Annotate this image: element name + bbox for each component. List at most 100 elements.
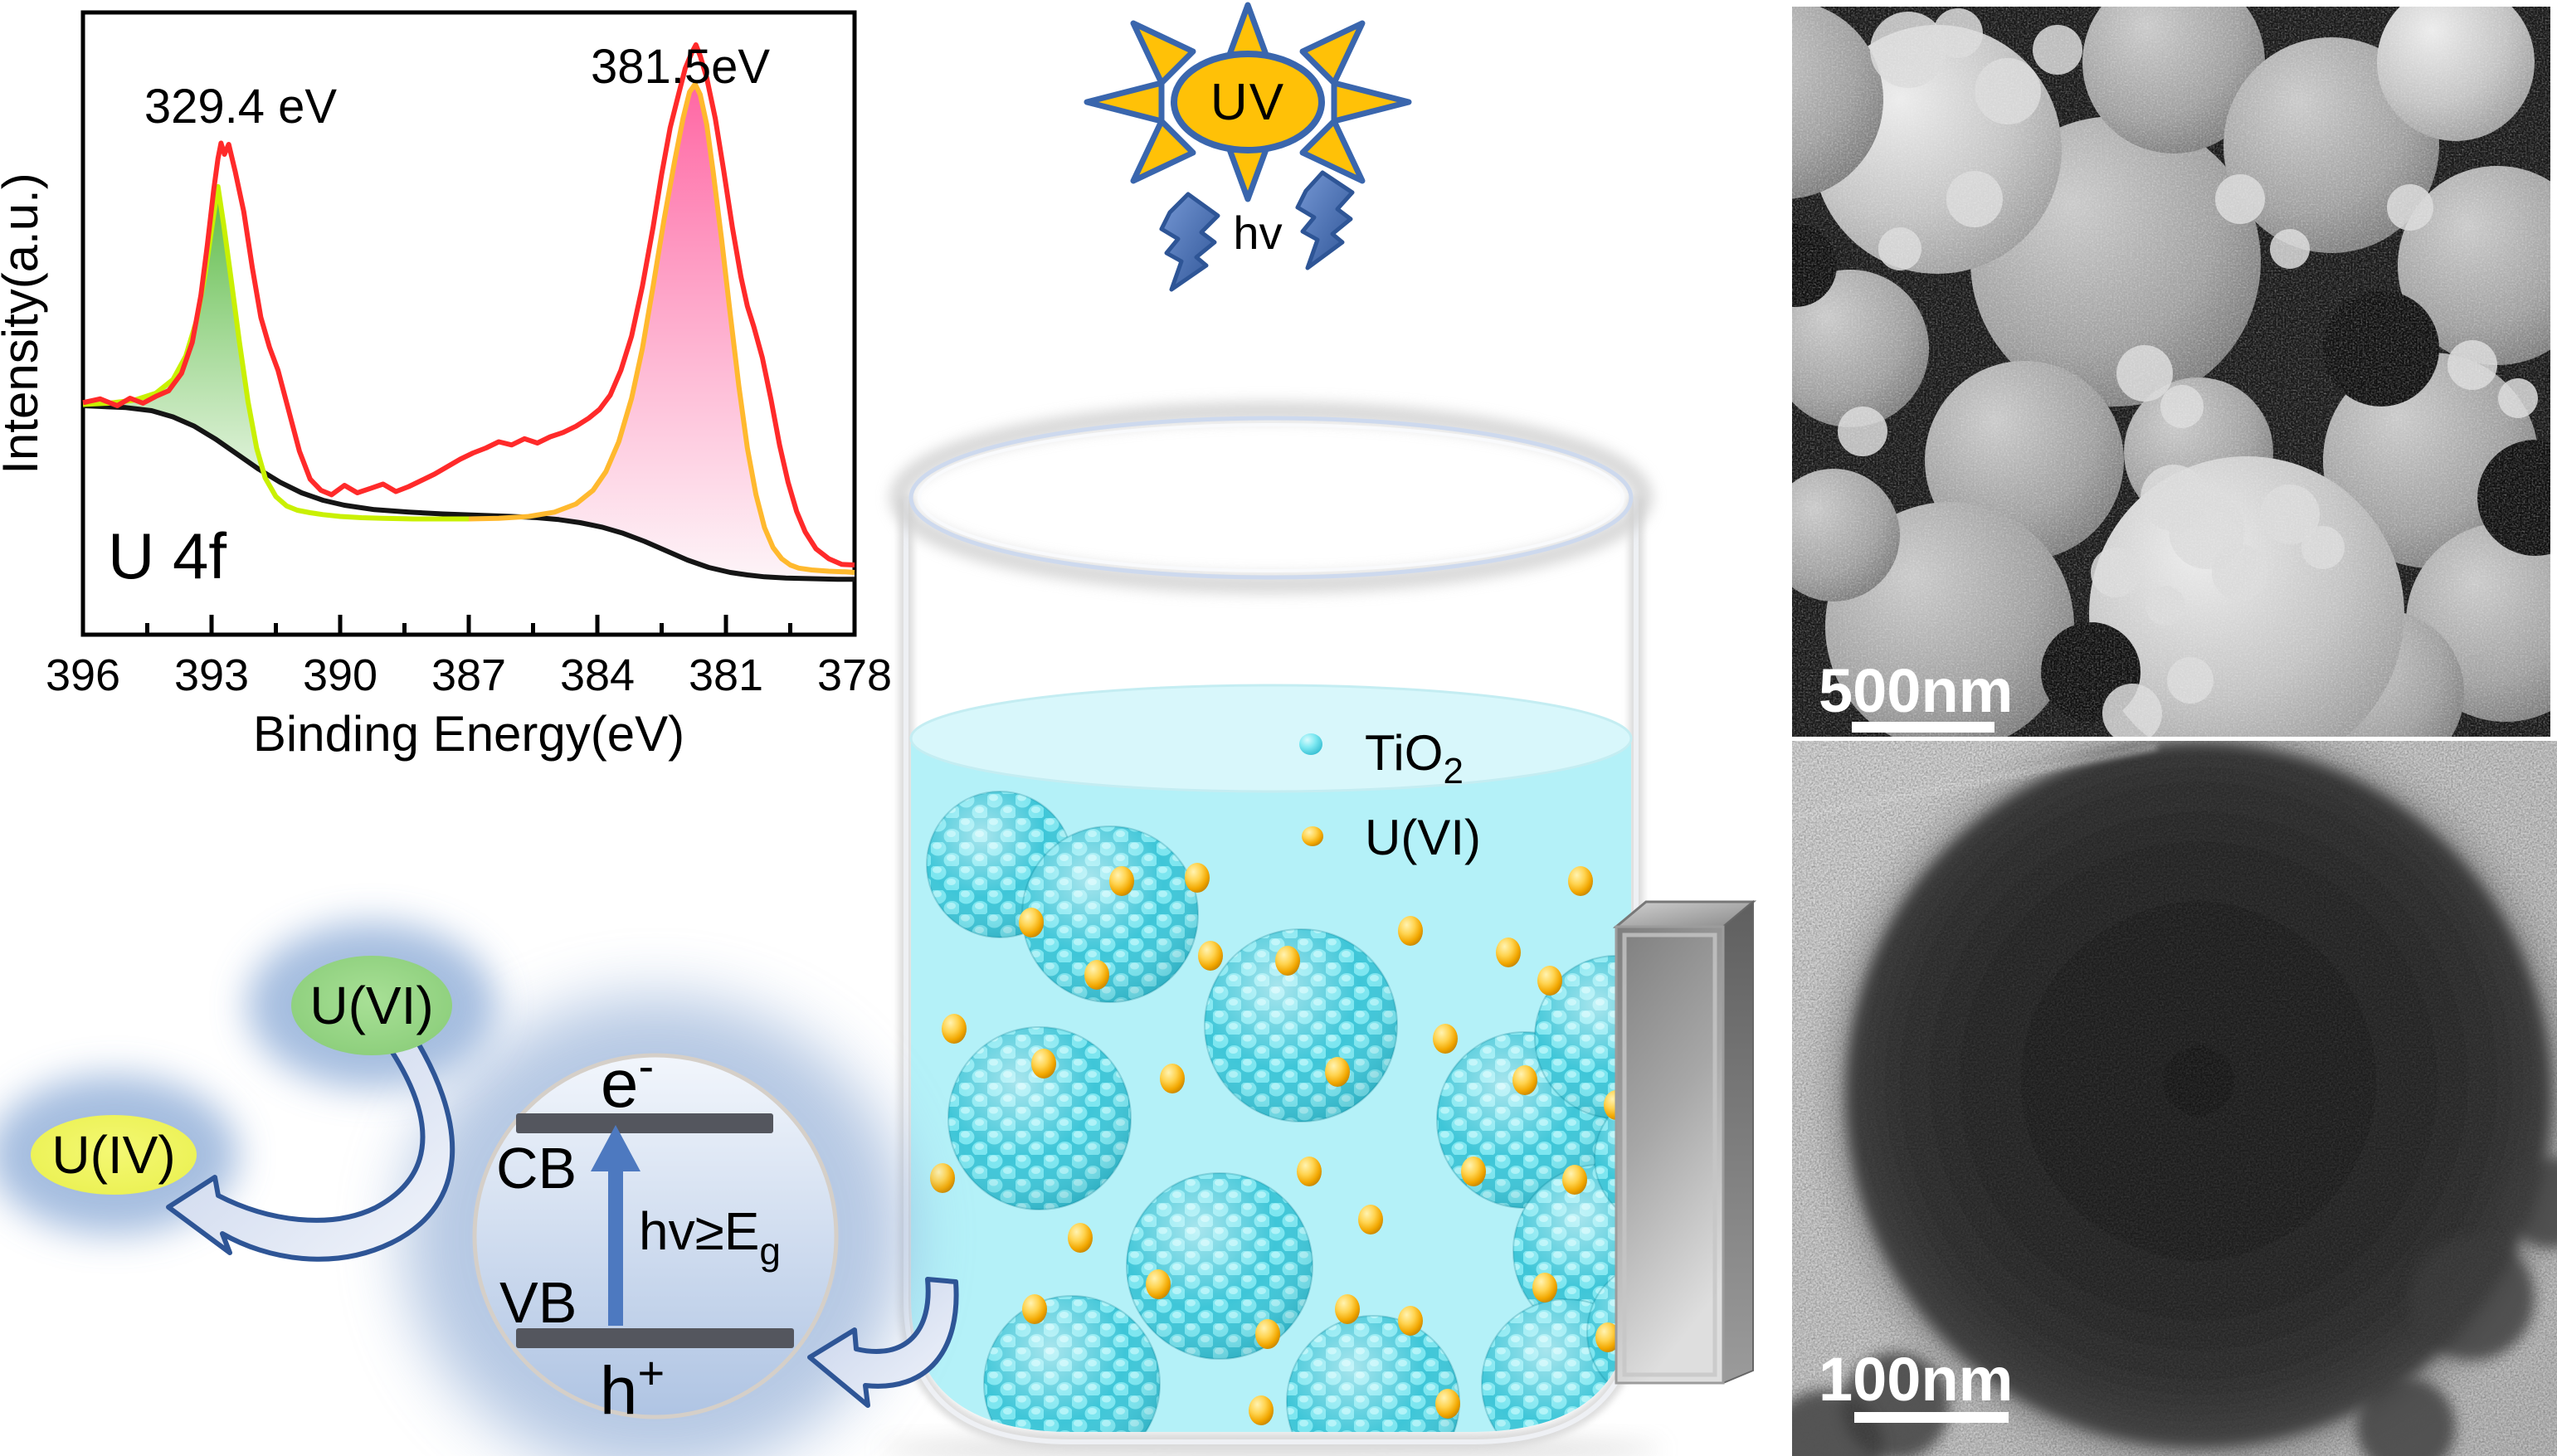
tio2-particle-circle bbox=[472, 1053, 839, 1419]
electrode-front-face bbox=[1615, 925, 1725, 1385]
hole-label: h+ bbox=[600, 1346, 665, 1429]
xps-plot-frame bbox=[80, 10, 857, 637]
xps-xaxis-title: Binding Energy(eV) bbox=[253, 706, 684, 762]
cb-level-bar bbox=[516, 1113, 773, 1133]
excitation-arrow-shaft bbox=[608, 1168, 623, 1326]
sem-scale-label: 500nm bbox=[1819, 656, 2013, 725]
bandgap-sub: g bbox=[759, 1230, 781, 1273]
uvi-ion bbox=[1249, 1395, 1274, 1425]
xps-panel: 329.4 eV 381.5eV U 4f 396 393 390 387 38… bbox=[0, 10, 892, 762]
electrode-bevel bbox=[1622, 933, 1717, 1377]
uvi-ion bbox=[1084, 960, 1109, 990]
reduction-arrow bbox=[166, 1025, 455, 1262]
uvi-ion bbox=[1595, 1322, 1620, 1352]
electron-label: e- bbox=[601, 1040, 654, 1122]
electrode-bar bbox=[1612, 899, 1757, 1385]
beaker-rim-inner bbox=[918, 423, 1624, 572]
sun-body bbox=[1171, 51, 1325, 153]
sun-ray-icon bbox=[1084, 80, 1165, 124]
uvi-species-bubble bbox=[291, 956, 452, 1055]
tio2-nanosphere-shade bbox=[983, 1295, 1161, 1432]
lightning-bolt-icon bbox=[1159, 192, 1220, 292]
uvi-ion bbox=[1568, 866, 1593, 896]
photon-energy-label: hv bbox=[1233, 207, 1282, 259]
xps-sample-label: U 4f bbox=[108, 519, 226, 592]
sem-grain bbox=[1792, 7, 2550, 737]
photocatalysis-mechanism: U(VI) U(IV) e- h+ CB VB hv≥Eg bbox=[0, 923, 959, 1456]
xps-peak2-label: 381.5eV bbox=[591, 40, 770, 94]
xps-peak1-label: 329.4 eV bbox=[144, 80, 338, 134]
xps-xtick-396: 396 bbox=[46, 650, 120, 700]
tem-micrograph: 100nm bbox=[1792, 741, 2557, 1456]
electron-main: e bbox=[601, 1046, 639, 1122]
xps-xtick-378: 378 bbox=[817, 650, 892, 700]
uvi-ion bbox=[1358, 1205, 1383, 1234]
tio2-nanosphere-shade bbox=[947, 1026, 1132, 1210]
uvi-legend-label: U(VI) bbox=[1365, 810, 1481, 865]
uvi-ion bbox=[1031, 1049, 1056, 1079]
sun-icon bbox=[1084, 2, 1412, 202]
xps-fit-peak2-area bbox=[469, 84, 855, 580]
excitation-arrow-head bbox=[591, 1125, 640, 1171]
beaker-rim-shadow bbox=[889, 402, 1653, 594]
tio2-legend-label: TiO2 bbox=[1365, 725, 1464, 791]
tio2-nanosphere-shade bbox=[1021, 825, 1199, 1003]
bandgap-main: hv≥E bbox=[639, 1201, 759, 1261]
uvi-ion bbox=[1068, 1223, 1093, 1253]
lightning-bolt-icon bbox=[1295, 170, 1355, 270]
uvi-ion bbox=[1019, 908, 1044, 937]
cb-label: CB bbox=[496, 1136, 577, 1200]
uiv-species-label: U(IV) bbox=[51, 1125, 175, 1185]
uvi-swatch-icon bbox=[1302, 826, 1323, 846]
uvi-ion bbox=[1109, 866, 1134, 896]
vb-level-bar bbox=[516, 1328, 794, 1348]
uvi-ion bbox=[1335, 1294, 1360, 1324]
xps-axis-ticks bbox=[80, 615, 857, 633]
uvi-ion bbox=[1275, 946, 1300, 976]
tem-scale-label: 100nm bbox=[1819, 1345, 2013, 1414]
sun-ray-icon bbox=[1130, 20, 1196, 86]
uvi-ion bbox=[1562, 1165, 1587, 1195]
uv-light-source: UV hv bbox=[1084, 2, 1412, 292]
uvi-species-label: U(VI) bbox=[309, 976, 433, 1035]
uvi-ion bbox=[1255, 1319, 1280, 1349]
beaker-rim bbox=[908, 416, 1634, 580]
hole-main: h bbox=[600, 1353, 638, 1429]
uvi-ion bbox=[1297, 1157, 1322, 1186]
beaker: TiO2 U(VI) bbox=[881, 402, 1757, 1456]
sun-ray-icon bbox=[1299, 20, 1366, 86]
xps-xtick-390: 390 bbox=[303, 650, 377, 700]
xps-fit-peak1-area bbox=[83, 187, 469, 519]
tem-scale-bar bbox=[1854, 1412, 2009, 1423]
uvi-ion bbox=[1461, 1157, 1486, 1186]
vb-label: VB bbox=[499, 1270, 577, 1335]
tio2-swatch-icon bbox=[1299, 733, 1322, 755]
suspension-legend: TiO2 U(VI) bbox=[1299, 725, 1481, 865]
xps-xtick-387: 387 bbox=[431, 650, 506, 700]
sem-scale-bar bbox=[1852, 722, 1994, 733]
sun-ray-icon bbox=[1299, 118, 1366, 184]
sun-ray-icon bbox=[1331, 80, 1412, 124]
tio2-legend-sub: 2 bbox=[1443, 751, 1463, 791]
uvi-ion bbox=[942, 1014, 967, 1044]
uvi-ion bbox=[1160, 1064, 1185, 1093]
tio2-nanosphere-shade bbox=[1126, 1172, 1313, 1360]
xps-fit-peak1-outline bbox=[82, 184, 469, 522]
xps-fit-peak2-outline bbox=[468, 81, 855, 575]
uvi-ion bbox=[1198, 941, 1223, 971]
uvi-ion bbox=[1185, 863, 1210, 893]
electrode-side-face bbox=[1722, 899, 1754, 1385]
sun-ray-icon bbox=[1130, 118, 1196, 184]
bandgap-condition-label: hv≥Eg bbox=[639, 1201, 781, 1273]
uiv-species-bubble bbox=[31, 1115, 197, 1195]
hole-sup: + bbox=[637, 1346, 665, 1399]
uvi-ion bbox=[1512, 1065, 1537, 1095]
uvi-ion bbox=[1398, 916, 1423, 946]
solution-surface bbox=[909, 684, 1633, 793]
uvi-ion bbox=[1496, 937, 1521, 967]
xps-xtick-393: 393 bbox=[174, 650, 249, 700]
xps-experimental-curve bbox=[82, 42, 855, 567]
lightning-icons bbox=[1159, 170, 1355, 292]
